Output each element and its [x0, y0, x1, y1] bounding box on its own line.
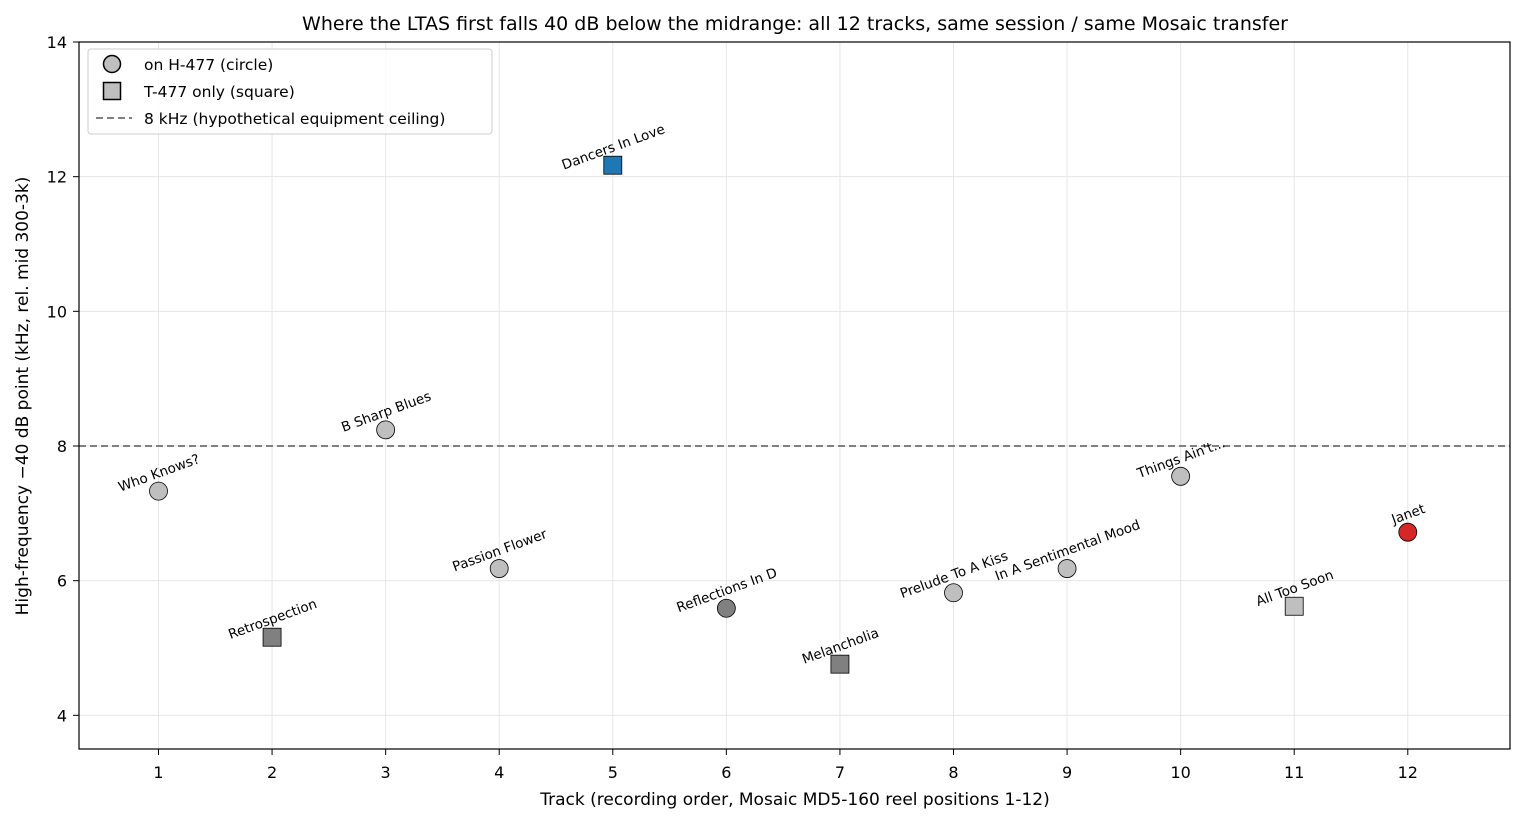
x-tick-label: 9 [1062, 763, 1072, 782]
plot-frame [78, 41, 1511, 750]
y-tick-label: 8 [57, 437, 67, 456]
x-axis-title: Track (recording order, Mosaic MD5-160 r… [539, 790, 1050, 810]
data-point-circle [716, 598, 736, 618]
x-tick-label: 7 [835, 763, 845, 782]
x-axis-ticks: 1 2 3 4 5 6 7 8 9 10 11 12 [153, 749, 1418, 782]
legend-label-circle: on H-477 (circle) [144, 56, 273, 74]
data-point-square [830, 654, 850, 674]
x-tick-label: 2 [267, 763, 277, 782]
x-tick-label: 8 [948, 763, 958, 782]
data-point-circle [944, 583, 963, 603]
grid-lines [79, 41, 1510, 749]
y-tick-label: 4 [57, 706, 67, 725]
legend-label-square: T-477 only (square) [143, 83, 295, 101]
legend-box [87, 48, 493, 135]
x-tick-label: 6 [721, 763, 731, 782]
x-tick-label: 1 [153, 763, 163, 782]
y-tick-label: 6 [57, 572, 67, 591]
data-point-circle [489, 559, 509, 578]
data-point-circle [1057, 559, 1077, 578]
y-tick-label: 14 [47, 33, 67, 52]
data-points [149, 155, 1418, 674]
data-point-circle [376, 420, 396, 440]
x-tick-label: 10 [1170, 763, 1190, 782]
chart-title: Where the LTAS first falls 40 dB below t… [302, 13, 1288, 35]
y-tick-label: 12 [47, 168, 67, 187]
legend: on H-477 (circle) T-477 only (square) 8 … [87, 48, 493, 135]
x-tick-label: 4 [494, 763, 504, 782]
data-point-circle [1398, 522, 1418, 542]
data-point-square [603, 155, 623, 175]
legend-label-ceiling: 8 kHz (hypothetical equipment ceiling) [144, 110, 445, 128]
data-point-square [1284, 596, 1304, 616]
data-point-circle [149, 481, 168, 501]
x-tick-label: 3 [381, 763, 391, 782]
legend-square-marker [102, 81, 122, 101]
x-tick-label: 12 [1398, 763, 1418, 782]
data-point-circle [1171, 466, 1191, 486]
y-tick-label: 10 [47, 302, 67, 321]
x-tick-label: 11 [1284, 763, 1304, 782]
legend-circle-marker [102, 54, 122, 74]
y-axis-ticks: 4 6 8 10 12 14 [47, 33, 79, 725]
y-axis-title: High-frequency −40 dB point (kHz, rel. m… [13, 177, 33, 616]
data-point-square [262, 627, 282, 647]
x-tick-label: 5 [608, 763, 618, 782]
